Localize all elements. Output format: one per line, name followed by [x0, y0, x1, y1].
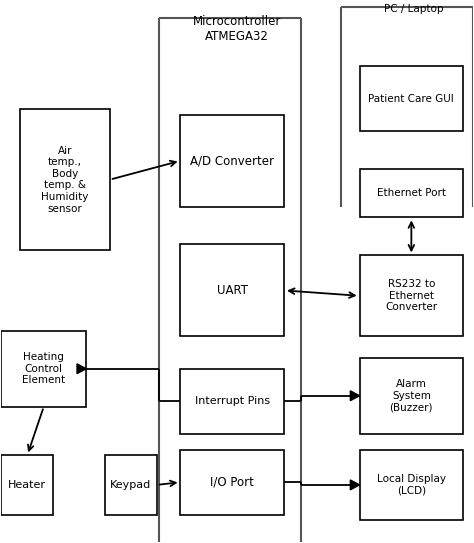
Bar: [1, 331, 86, 407]
Text: PC / Laptop: PC / Laptop: [384, 4, 444, 14]
Bar: [359, 169, 463, 218]
Text: Interrupt Pins: Interrupt Pins: [195, 396, 270, 406]
Text: Ethernet Port: Ethernet Port: [377, 188, 446, 198]
Bar: [20, 110, 110, 250]
Bar: [181, 115, 284, 207]
Text: A/D Converter: A/D Converter: [190, 154, 274, 167]
Text: Patient Care GUI: Patient Care GUI: [368, 93, 454, 104]
Bar: [181, 369, 284, 433]
Text: Heater: Heater: [9, 480, 46, 490]
Text: Alarm
System
(Buzzer): Alarm System (Buzzer): [390, 379, 433, 412]
Text: RS232 to
Ethernet
Converter: RS232 to Ethernet Converter: [385, 279, 438, 312]
Bar: [181, 244, 284, 336]
Bar: [359, 358, 463, 433]
Polygon shape: [350, 480, 359, 490]
Bar: [181, 450, 284, 515]
Bar: [105, 455, 157, 515]
Text: Local Display
(LCD): Local Display (LCD): [377, 474, 446, 496]
Polygon shape: [350, 391, 359, 401]
Text: Microcontroller
ATMEGA32: Microcontroller ATMEGA32: [193, 15, 281, 43]
Text: Keypad: Keypad: [110, 480, 152, 490]
Text: Air
temp.,
Body
temp. &
Humidity
sensor: Air temp., Body temp. & Humidity sensor: [41, 146, 89, 213]
Polygon shape: [77, 364, 86, 374]
Bar: [359, 255, 463, 336]
Bar: [359, 450, 463, 520]
Text: UART: UART: [217, 284, 248, 297]
Text: I/O Port: I/O Port: [210, 476, 254, 489]
Text: Heating
Control
Element: Heating Control Element: [22, 352, 65, 386]
Bar: [1, 455, 53, 515]
Bar: [359, 66, 463, 131]
